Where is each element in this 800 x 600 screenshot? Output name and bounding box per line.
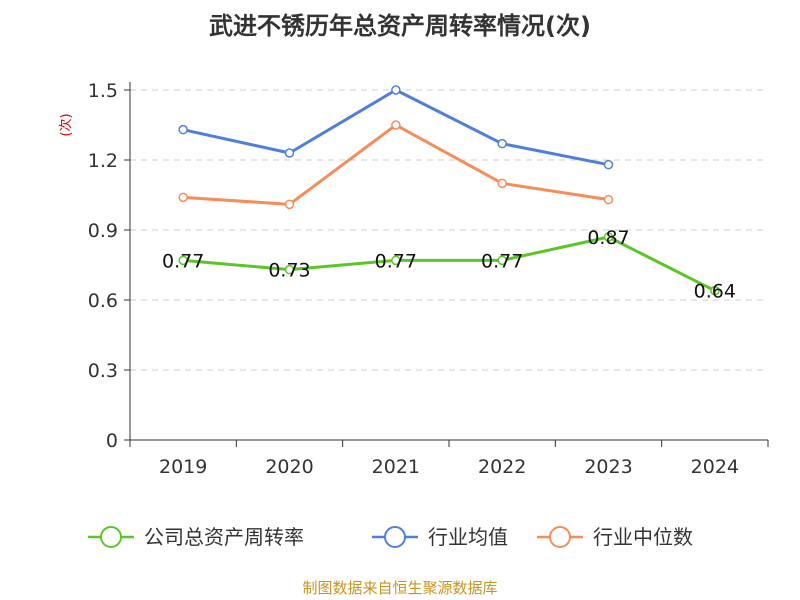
y-tick-label: 0	[106, 430, 118, 452]
x-tick-label: 2020	[265, 456, 313, 478]
y-axis-label: (次)	[58, 113, 74, 136]
x-tick-label: 2024	[691, 456, 739, 478]
data-point	[178, 255, 188, 266]
data-point	[284, 148, 295, 158]
data-label: 0.64	[694, 281, 736, 303]
y-tick-label: 0.9	[88, 220, 118, 242]
axes	[124, 82, 769, 447]
x-tick-label: 2021	[372, 456, 420, 478]
data-label: 0.87	[587, 227, 629, 249]
data-point	[603, 194, 614, 205]
y-tick-labels: 0 0.3 0.6 0.9 1.2 1.5	[88, 80, 118, 452]
data-point	[497, 138, 507, 149]
y-tick-label: 0.6	[88, 290, 118, 312]
legend-marker	[384, 526, 406, 548]
data-point	[603, 232, 614, 242]
legend-marker	[549, 526, 571, 548]
source-note: 制图数据来自恒生聚源数据库	[302, 579, 497, 597]
series-line	[183, 235, 716, 293]
data-point	[497, 255, 507, 266]
data-point	[710, 285, 720, 296]
data-label: 0.77	[162, 250, 204, 272]
data-label: 0.77	[375, 250, 417, 272]
legend: 公司总资产周转率 行业均值 行业中位数	[88, 525, 693, 549]
y-tick-label: 1.2	[88, 150, 118, 172]
x-tick-labels: 2019 2020 2021 2022 2023 2024	[159, 456, 739, 478]
legend-label: 公司总资产周转率	[144, 525, 304, 549]
grid-lines	[130, 89, 768, 371]
legend-label: 行业均值	[428, 525, 508, 549]
legend-marker	[100, 526, 122, 548]
data-label: 0.77	[481, 250, 523, 272]
y-tick-label: 1.5	[88, 80, 118, 102]
data-point	[391, 85, 401, 95]
data-point	[497, 178, 507, 189]
data-point	[603, 159, 614, 170]
x-tick-label: 2022	[478, 456, 526, 478]
series-line	[183, 123, 609, 206]
data-point	[178, 192, 188, 203]
data-point	[391, 255, 401, 266]
data-label: 0.73	[268, 260, 310, 282]
legend-label: 行业中位数	[593, 525, 693, 549]
series-group: 0.77 0.73 0.77 0.77 0.87 0.64	[162, 85, 736, 303]
data-point	[284, 199, 295, 210]
y-tick-label: 0.3	[88, 360, 118, 382]
x-tick-label: 2023	[584, 456, 632, 478]
chart-title: 武进不锈历年总资产周转率情况(次)	[209, 12, 591, 40]
data-point	[284, 264, 295, 275]
data-point	[391, 120, 401, 130]
x-tick-label: 2019	[159, 456, 207, 478]
data-point	[178, 124, 188, 135]
